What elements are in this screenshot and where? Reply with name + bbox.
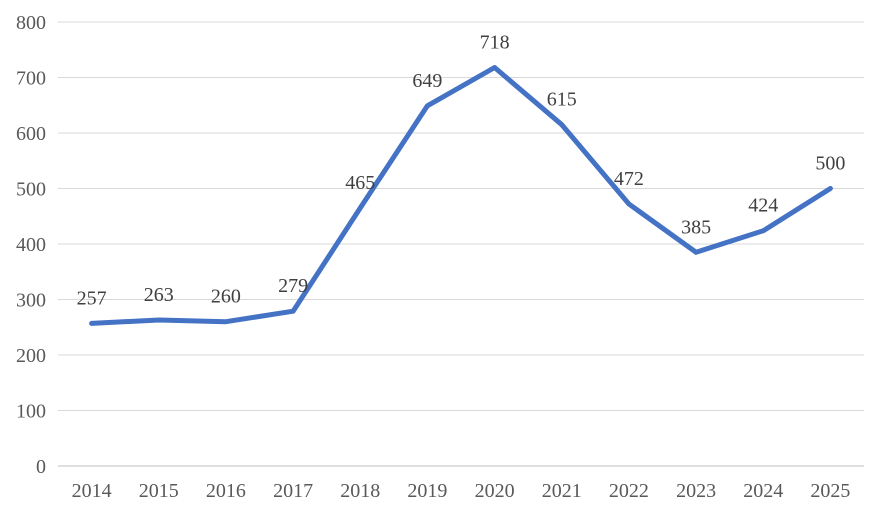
y-axis-tick-label: 0 xyxy=(36,456,46,478)
x-axis-tick-label: 2020 xyxy=(475,480,515,502)
y-axis-tick-label: 600 xyxy=(16,123,46,145)
y-axis-tick-label: 400 xyxy=(16,234,46,256)
x-axis-tick-label: 2025 xyxy=(810,480,850,502)
y-axis-tick-label: 500 xyxy=(16,179,46,201)
x-axis-tick-label: 2022 xyxy=(609,480,649,502)
data-point-label: 263 xyxy=(144,284,174,306)
x-axis-tick-label: 2016 xyxy=(206,480,246,502)
data-point-label: 472 xyxy=(614,168,644,190)
y-axis-tick-label: 800 xyxy=(16,12,46,34)
data-point-label: 465 xyxy=(345,172,375,194)
y-axis-tick-label: 700 xyxy=(16,68,46,90)
x-axis-tick-label: 2023 xyxy=(676,480,716,502)
data-point-label: 257 xyxy=(77,287,107,309)
y-axis-tick-label: 300 xyxy=(16,290,46,312)
x-axis-tick-label: 2019 xyxy=(407,480,447,502)
x-axis-tick-label: 2014 xyxy=(72,480,112,502)
data-point-label: 718 xyxy=(480,32,510,54)
y-axis-tick-label: 200 xyxy=(16,345,46,367)
series-line xyxy=(89,65,833,326)
x-axis-tick-label: 2017 xyxy=(273,480,313,502)
data-point-label: 500 xyxy=(815,153,845,175)
data-point-label: 649 xyxy=(412,70,442,92)
y-axis-tick-label: 100 xyxy=(16,401,46,423)
x-axis-tick-label: 2021 xyxy=(542,480,582,502)
x-axis-tick-label: 2018 xyxy=(340,480,380,502)
x-axis-tick-label: 2024 xyxy=(743,480,783,502)
data-point-label: 615 xyxy=(547,89,577,111)
x-axis-tick-label: 2015 xyxy=(139,480,179,502)
data-point-label: 279 xyxy=(278,275,308,297)
data-point-label: 424 xyxy=(748,195,778,217)
data-point-label: 260 xyxy=(211,286,241,308)
data-point-label: 385 xyxy=(681,216,711,238)
